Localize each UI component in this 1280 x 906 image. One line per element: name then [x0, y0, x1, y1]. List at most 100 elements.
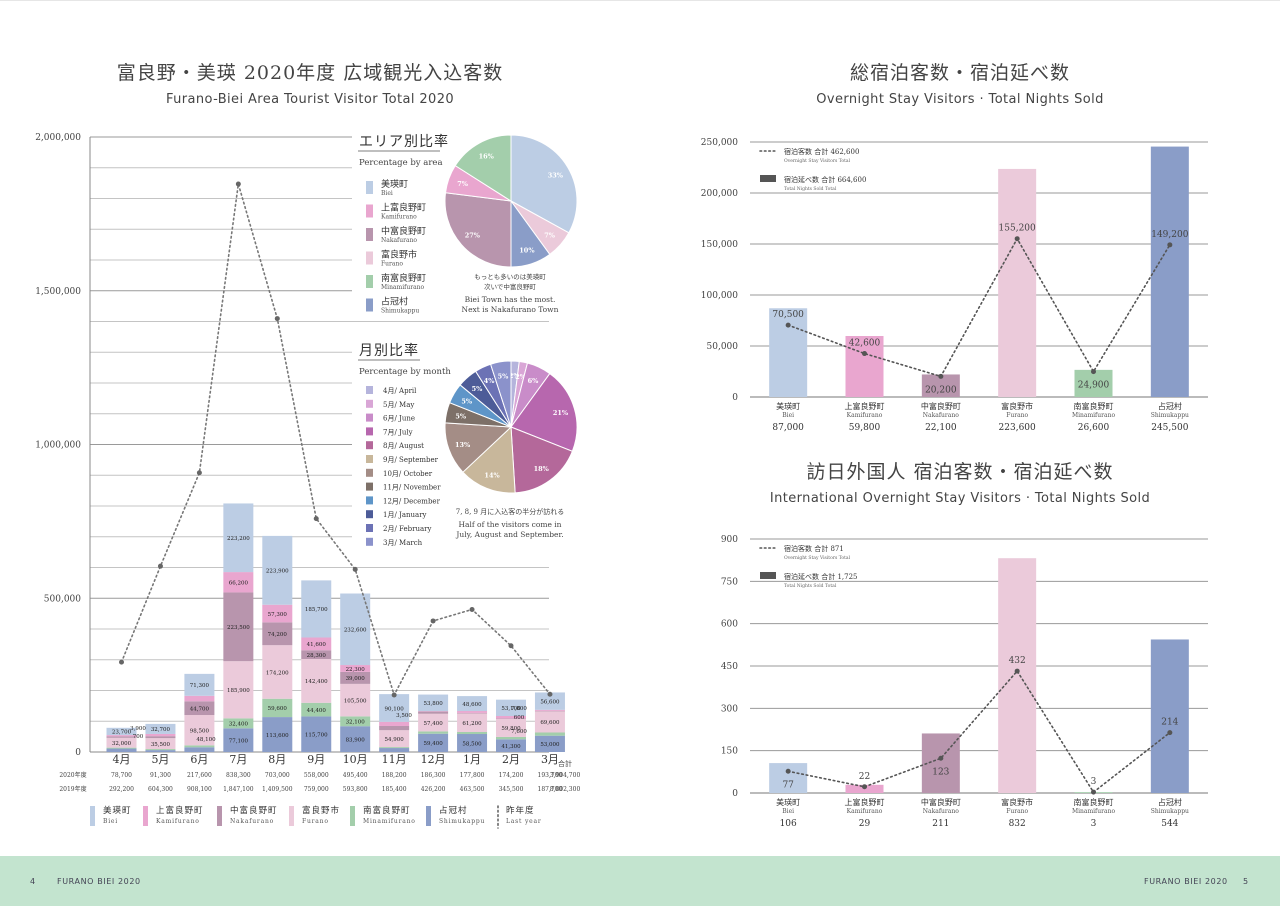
- month-pie-note: Half of the visitors come in: [458, 520, 561, 529]
- bar-value-label: 223,500: [227, 625, 250, 631]
- pie-percent-label: 5%: [461, 397, 473, 405]
- nights-total-label: 211: [932, 819, 949, 829]
- legend-swatch: [366, 298, 373, 312]
- side-value-label: 7,800: [511, 706, 527, 712]
- bar-segment: [340, 593, 371, 666]
- legend-label-ja: 占冠村: [381, 296, 408, 308]
- bar-segment: [379, 730, 410, 748]
- bar-segment: [301, 702, 332, 717]
- bar-segment: [379, 725, 410, 731]
- area-pie-note: もっとも多いのは美瑛町: [474, 272, 546, 281]
- y-tick-label: 750: [721, 577, 738, 587]
- legend-label-en: Furano: [381, 261, 403, 268]
- legend-swatch: [366, 455, 373, 463]
- total-2019-label: 185,400: [382, 786, 407, 793]
- bar-value-label: 77,100: [229, 738, 249, 744]
- bar-value-label: 83,900: [346, 737, 366, 743]
- bar-value-label: 53,100: [501, 706, 521, 712]
- area-pie-note: 次いで中富良野町: [484, 282, 536, 291]
- bar-value-label: 69,600: [540, 720, 560, 726]
- total-2020-label: 78,700: [111, 772, 132, 779]
- legend-label-en: Biei: [103, 818, 118, 825]
- bar: [1074, 369, 1113, 397]
- bar-segment: [145, 749, 176, 751]
- bar-value-label: 53,800: [423, 701, 443, 707]
- total-2019-label: 463,500: [460, 786, 485, 793]
- legend-swatch: [366, 399, 373, 408]
- bar-segment: [340, 716, 371, 727]
- page-number-right: 5: [1243, 877, 1249, 886]
- bar-segment: [262, 717, 293, 752]
- legend-label-ja: 上富良野町: [381, 202, 426, 214]
- bar-segment: [340, 683, 371, 717]
- legend-label-ja: 南富良野町: [381, 272, 426, 284]
- bar-segment: [223, 503, 254, 573]
- x-category-label: 12月: [421, 753, 446, 766]
- bar-value-label: 59,600: [268, 706, 288, 712]
- bar-segment: [418, 711, 449, 714]
- bar-segment: [496, 718, 526, 719]
- bar: [769, 308, 808, 397]
- x-category-en-label: Minamifurano: [1072, 412, 1116, 419]
- total-2020-label: 186,300: [421, 772, 446, 779]
- pie-percent-label: 5%: [455, 412, 467, 420]
- legend-label-en: Shimukappu: [439, 818, 485, 825]
- legend-swatch: [366, 468, 373, 477]
- bar-segment: [301, 637, 332, 651]
- bar-segment: [184, 745, 215, 748]
- month-legend-label: 3月/ March: [383, 539, 423, 547]
- bar-segment: [340, 665, 371, 672]
- pie-slice: [489, 360, 512, 428]
- bar-segment: [457, 713, 488, 732]
- overnight-bar-chart: 0 50,000 100,000 150,000 200,000 250,000 美瑛町Bi…: [701, 138, 1208, 433]
- bar: [845, 336, 884, 397]
- bar-segment: [301, 716, 332, 752]
- y-tick-label: 900: [721, 535, 738, 545]
- bar-value-label: 185,700: [305, 607, 328, 613]
- pie-percent-label: 21%: [553, 409, 569, 417]
- bar-value-label: 105,500: [344, 698, 367, 704]
- bar-value-label: 41,300: [501, 744, 521, 750]
- nights-total-label: 59,800: [849, 423, 881, 433]
- bar-segment: [418, 731, 449, 734]
- x-category-label: 8月: [268, 753, 286, 766]
- x-category-label: 5月: [151, 753, 169, 766]
- legend-swatch: [366, 413, 373, 422]
- bar-value-label: 74,200: [268, 632, 288, 638]
- last-year-point: [119, 659, 124, 665]
- month-pie-title: 月別比率: [359, 342, 419, 359]
- last-year-point: [352, 566, 358, 572]
- nights-total-label: 87,000: [772, 423, 804, 433]
- legend-label-ja: 占冠村: [439, 805, 468, 816]
- total-2020-label: 558,000: [304, 772, 329, 779]
- x-category-label: 富良野市: [1001, 797, 1033, 807]
- bar-segment: [379, 747, 410, 749]
- legend-label-en: Kamifurano: [381, 214, 417, 221]
- month-pie-subtitle: Percentage by month: [359, 367, 451, 377]
- pie-slice: [462, 425, 516, 494]
- visitors-value-label: 149,200: [1151, 230, 1188, 240]
- legend-bar-swatch: [760, 175, 776, 182]
- bar-segment: [418, 713, 449, 732]
- bar-segment: [457, 696, 488, 712]
- x-category-label: 上富良野町: [845, 797, 885, 807]
- nights-total-label: 832: [1009, 819, 1026, 829]
- bar-segment: [184, 701, 215, 716]
- pie-percent-label: 16%: [479, 152, 495, 160]
- bar-value-label: 71,300: [190, 683, 210, 689]
- area-pie-note: Next is Nakafurano Town: [462, 305, 559, 314]
- visitors-value-label: 70,500: [772, 310, 804, 320]
- x-category-en-label: Nakafurano: [923, 412, 959, 419]
- nights-total-label: 22,100: [925, 423, 957, 433]
- visitors-point: [1091, 789, 1096, 795]
- legend-line-sublabel: Overnight Stay Visitors Total: [784, 158, 851, 164]
- bar-segment: [457, 712, 488, 714]
- y-tick-label: 50,000: [707, 342, 739, 352]
- x-category-label: 9月: [307, 753, 325, 766]
- total-2020-label: 188,200: [382, 772, 407, 779]
- legend-label-en: Furano: [302, 818, 329, 825]
- month-legend-label: 9月/ September: [383, 456, 439, 464]
- last-year-point: [430, 618, 436, 624]
- pie-percent-label: 6%: [528, 377, 540, 385]
- bar-segment: [145, 736, 176, 739]
